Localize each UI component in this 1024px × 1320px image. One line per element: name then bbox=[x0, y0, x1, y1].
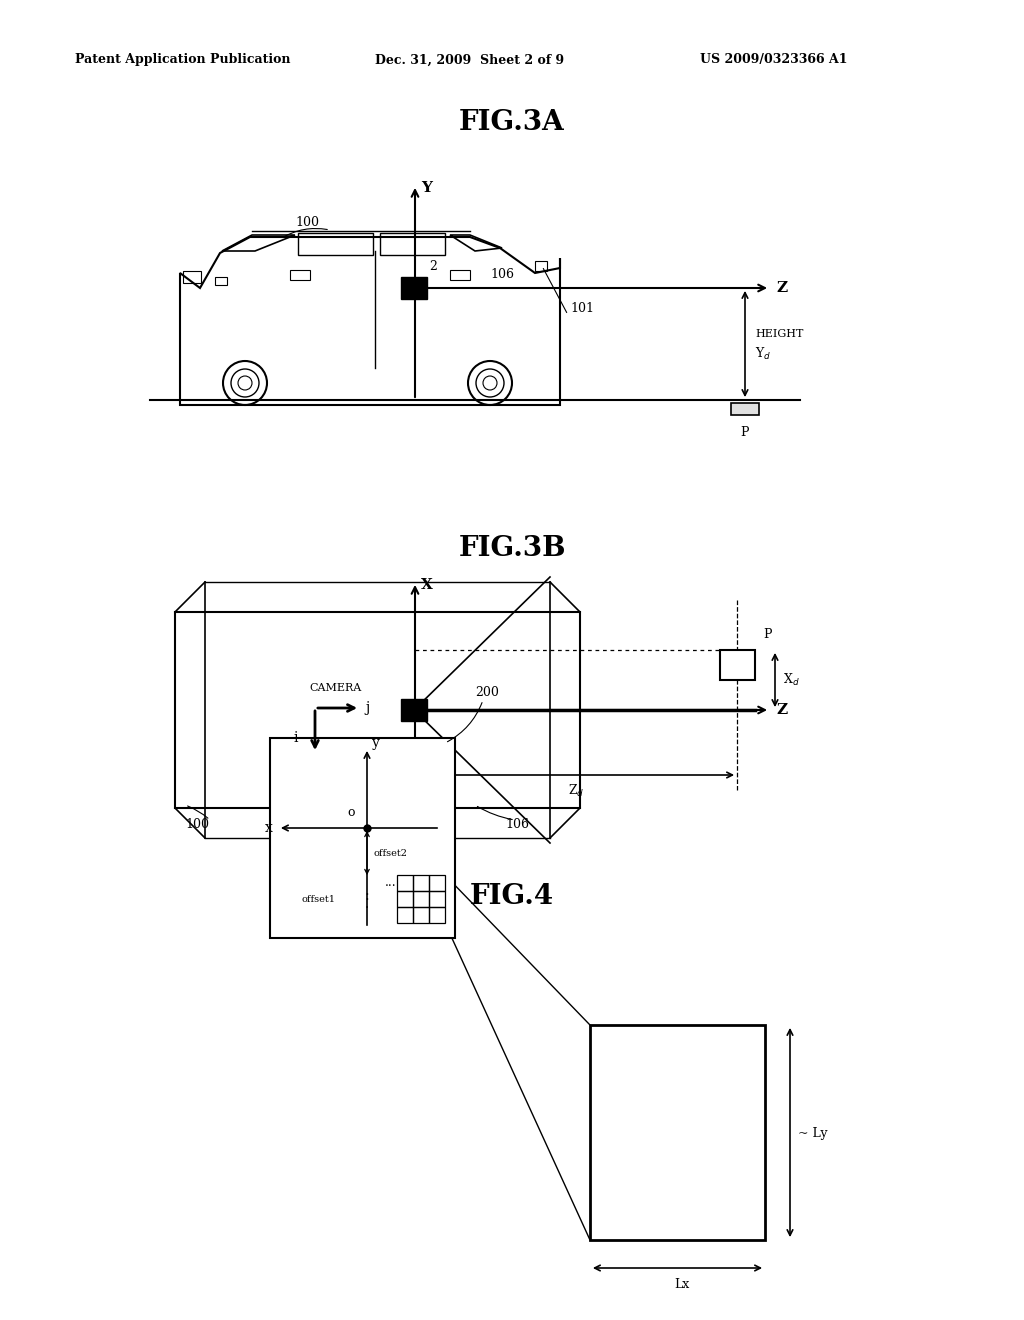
Text: Lx: Lx bbox=[675, 1278, 689, 1291]
Text: Dec. 31, 2009  Sheet 2 of 9: Dec. 31, 2009 Sheet 2 of 9 bbox=[375, 54, 564, 66]
Text: Y$_d$: Y$_d$ bbox=[755, 346, 771, 362]
Bar bbox=[413, 907, 429, 923]
Text: 2: 2 bbox=[429, 260, 437, 273]
Text: Y: Y bbox=[421, 181, 432, 195]
Text: :: : bbox=[365, 888, 370, 903]
Text: 200: 200 bbox=[475, 686, 499, 700]
Bar bbox=[429, 891, 445, 907]
Text: Patent Application Publication: Patent Application Publication bbox=[75, 54, 291, 66]
Bar bbox=[215, 277, 227, 285]
Bar bbox=[450, 271, 470, 280]
Bar bbox=[175, 612, 580, 808]
Text: P: P bbox=[763, 628, 771, 642]
Text: y: y bbox=[372, 737, 380, 750]
Text: ·: · bbox=[365, 902, 370, 915]
Text: 106: 106 bbox=[505, 818, 529, 832]
Text: FIG.3A: FIG.3A bbox=[459, 108, 565, 136]
Bar bbox=[401, 277, 427, 300]
Bar bbox=[731, 403, 759, 414]
Bar bbox=[183, 271, 201, 282]
Bar bbox=[298, 234, 373, 255]
Text: j: j bbox=[365, 701, 370, 715]
Text: US 2009/0323366 A1: US 2009/0323366 A1 bbox=[700, 54, 848, 66]
Text: ~ Ly: ~ Ly bbox=[798, 1126, 827, 1139]
Text: offset1: offset1 bbox=[302, 895, 336, 903]
Text: 106: 106 bbox=[490, 268, 514, 281]
Text: ...: ... bbox=[385, 876, 396, 890]
Bar bbox=[270, 738, 455, 939]
Bar bbox=[429, 875, 445, 891]
Text: Z: Z bbox=[776, 281, 787, 294]
Text: Z: Z bbox=[776, 704, 787, 717]
Text: 100: 100 bbox=[185, 818, 209, 832]
Bar bbox=[535, 261, 547, 271]
Text: X: X bbox=[421, 578, 433, 591]
Text: X$_d$: X$_d$ bbox=[783, 672, 800, 688]
Bar bbox=[397, 891, 413, 907]
Text: offset2: offset2 bbox=[373, 849, 407, 858]
Bar bbox=[397, 907, 413, 923]
Text: P: P bbox=[740, 426, 750, 440]
Text: HEIGHT: HEIGHT bbox=[755, 329, 804, 339]
Bar bbox=[290, 271, 310, 280]
Bar bbox=[397, 875, 413, 891]
Bar bbox=[401, 700, 427, 721]
Bar bbox=[590, 1026, 765, 1239]
Text: FIG.3B: FIG.3B bbox=[459, 535, 565, 561]
Bar bbox=[720, 649, 755, 680]
Text: 100: 100 bbox=[295, 215, 319, 228]
Text: FIG.4: FIG.4 bbox=[470, 883, 554, 911]
Bar bbox=[413, 891, 429, 907]
Text: i: i bbox=[293, 731, 298, 744]
Bar bbox=[413, 875, 429, 891]
Bar bbox=[429, 907, 445, 923]
Text: o: o bbox=[347, 805, 354, 818]
Text: CAMERA: CAMERA bbox=[309, 682, 361, 693]
Text: 101: 101 bbox=[570, 301, 594, 314]
Text: 2: 2 bbox=[423, 818, 431, 832]
Bar bbox=[380, 234, 445, 255]
Text: x: x bbox=[265, 821, 273, 836]
Text: Z$_d$: Z$_d$ bbox=[567, 783, 585, 799]
